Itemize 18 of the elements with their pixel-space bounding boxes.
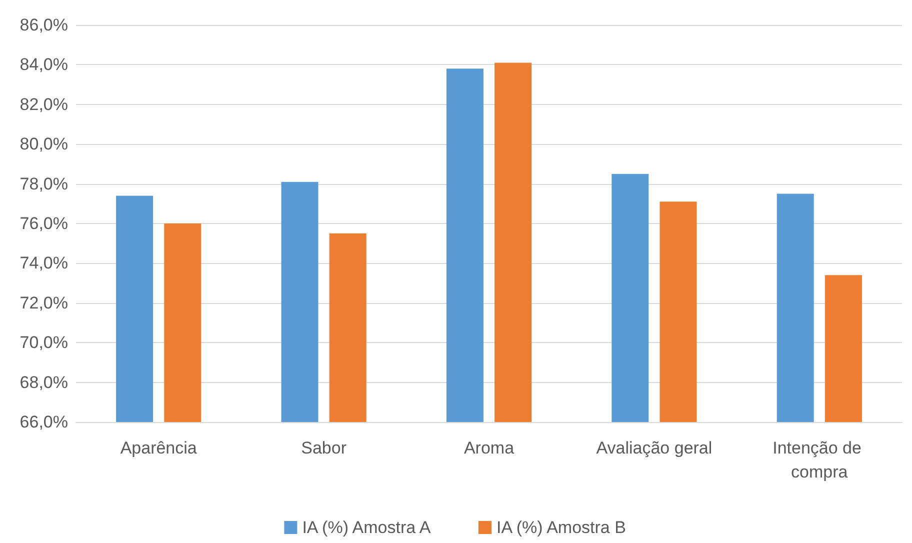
x-tick-label: Aroma bbox=[464, 438, 515, 458]
x-tick-label: Avaliação geral bbox=[596, 438, 712, 458]
legend-label: IA (%) Amostra B bbox=[496, 518, 626, 537]
y-tick-label: 84,0% bbox=[20, 55, 68, 74]
legend-label: IA (%) Amostra A bbox=[302, 518, 432, 537]
y-tick-label: 68,0% bbox=[20, 372, 68, 392]
y-tick-label: 80,0% bbox=[20, 134, 68, 154]
x-tick-label: Sabor bbox=[301, 438, 347, 458]
y-tick-label: 82,0% bbox=[20, 94, 68, 114]
y-tick-label: 78,0% bbox=[20, 174, 68, 194]
y-tick-label: 76,0% bbox=[20, 214, 68, 233]
y-tick-label: 72,0% bbox=[20, 293, 68, 312]
y-tick-label: 66,0% bbox=[20, 412, 68, 432]
y-tick-label: 86,0% bbox=[20, 16, 68, 34]
y-tick-label: 70,0% bbox=[20, 333, 68, 352]
y-tick-label: 74,0% bbox=[20, 254, 68, 273]
x-tick-label: Intenção de compra bbox=[772, 438, 866, 482]
x-tick-label: Aparência bbox=[120, 438, 198, 458]
